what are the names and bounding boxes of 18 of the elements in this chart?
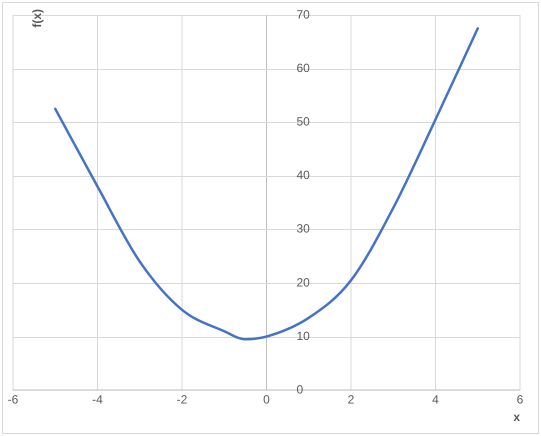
y-tick-label: 0 (296, 382, 304, 397)
y-tick-label: 20 (296, 275, 310, 290)
x-tick-label: 0 (263, 392, 270, 407)
x-tick-label: 4 (432, 392, 440, 407)
y-tick-label: 10 (296, 328, 310, 343)
x-tick-label: 2 (348, 392, 355, 407)
y-tick-label: 60 (296, 60, 310, 75)
y-tick-label: 50 (296, 114, 310, 129)
y-tick-label: 30 (296, 222, 310, 236)
x-axis-title: x (513, 410, 520, 424)
x-tick-label: -6 (8, 392, 19, 407)
y-tick-label: 40 (296, 168, 310, 182)
y-tick-label: 70 (296, 7, 310, 22)
x-tick-label: -2 (176, 392, 188, 407)
x-tick-label: -4 (92, 392, 104, 407)
line-series (54, 27, 479, 341)
y-axis-title: f(x) (30, 9, 44, 28)
x-tick-label: 6 (516, 392, 524, 407)
